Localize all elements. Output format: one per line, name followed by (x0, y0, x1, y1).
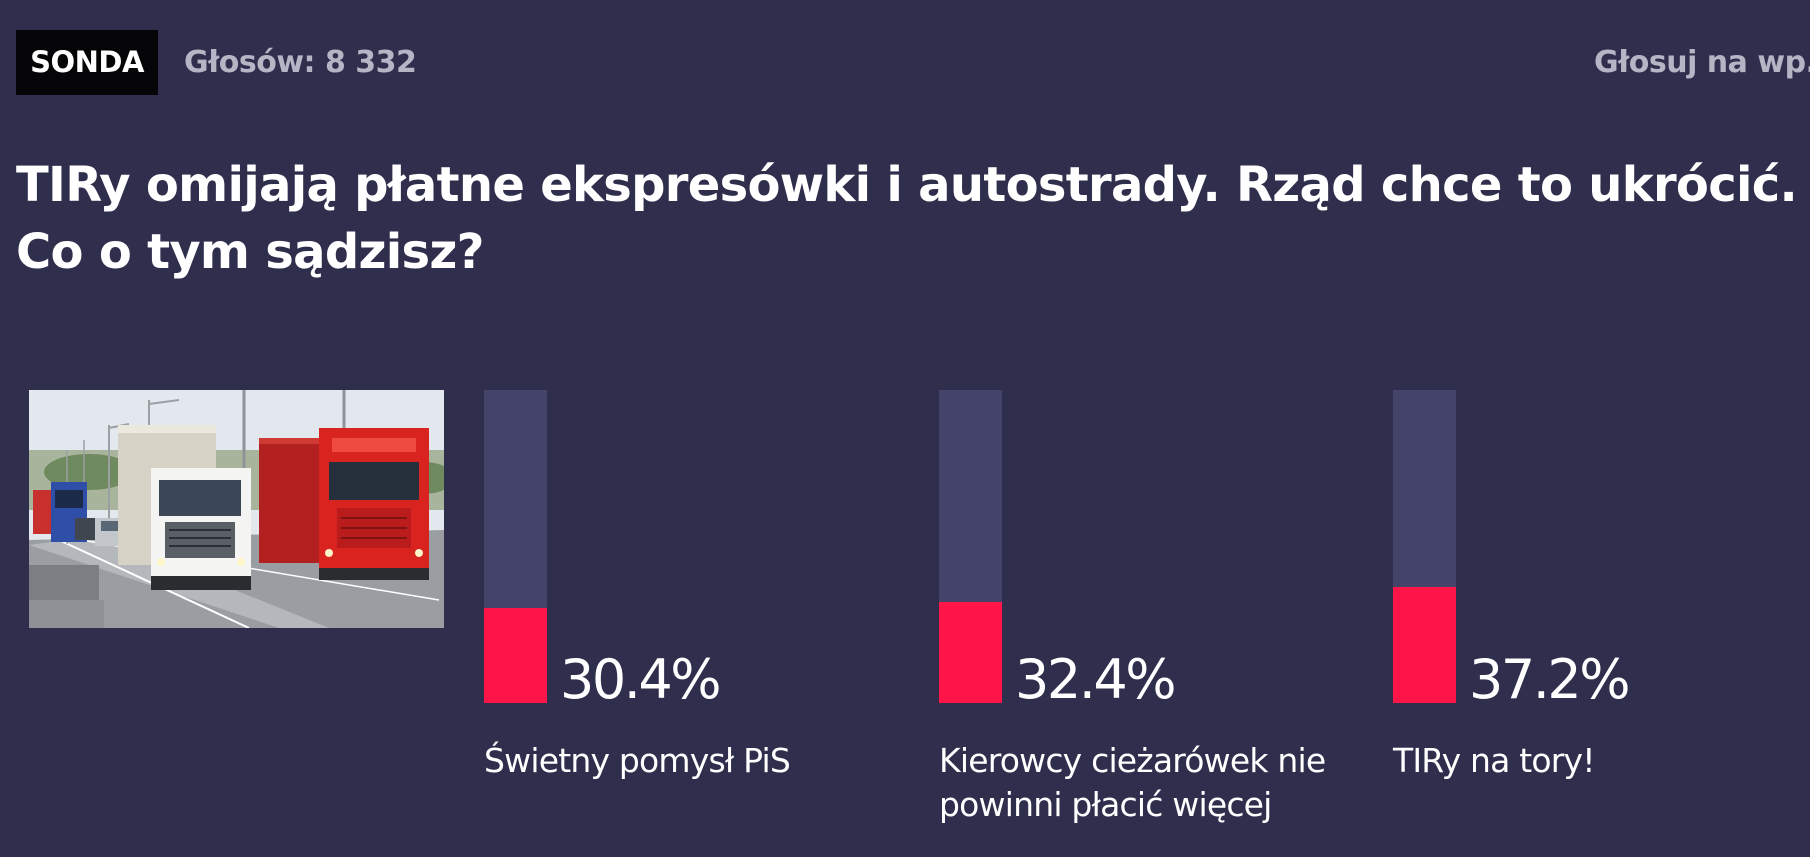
result-percent: 30.4% (560, 648, 722, 711)
poll-question: TIRy omijają płatne ekspresówki i autost… (16, 157, 1798, 280)
result-percent: 37.2% (1469, 648, 1631, 711)
vote-count: Głosów: 8 332 (184, 45, 417, 80)
poll-option[interactable]: 30.4% Świetny pomysł PiS (484, 390, 924, 850)
trucks-photo (29, 390, 444, 628)
result-bar-fill (939, 601, 1002, 703)
result-bar-fill (484, 607, 547, 703)
result-bar-track (484, 390, 547, 703)
result-percent: 32.4% (1015, 648, 1177, 711)
result-bar-track (939, 390, 1002, 703)
result-bar-fill (1393, 586, 1456, 703)
poll-option[interactable]: 37.2% TIRy na tory! (1393, 390, 1810, 850)
poll-option[interactable]: 32.4% Kierowcy cieżarówek nie powinni pł… (939, 390, 1379, 850)
vote-on-wp-link[interactable]: Głosuj na wp.p (1594, 45, 1810, 80)
option-label: Kierowcy cieżarówek nie powinni płacić w… (939, 741, 1326, 824)
option-label: TIRy na tory! (1393, 741, 1596, 780)
sonda-badge: SONDA (16, 30, 158, 95)
result-bar-track (1393, 390, 1456, 703)
option-label: Świetny pomysł PiS (484, 741, 791, 780)
